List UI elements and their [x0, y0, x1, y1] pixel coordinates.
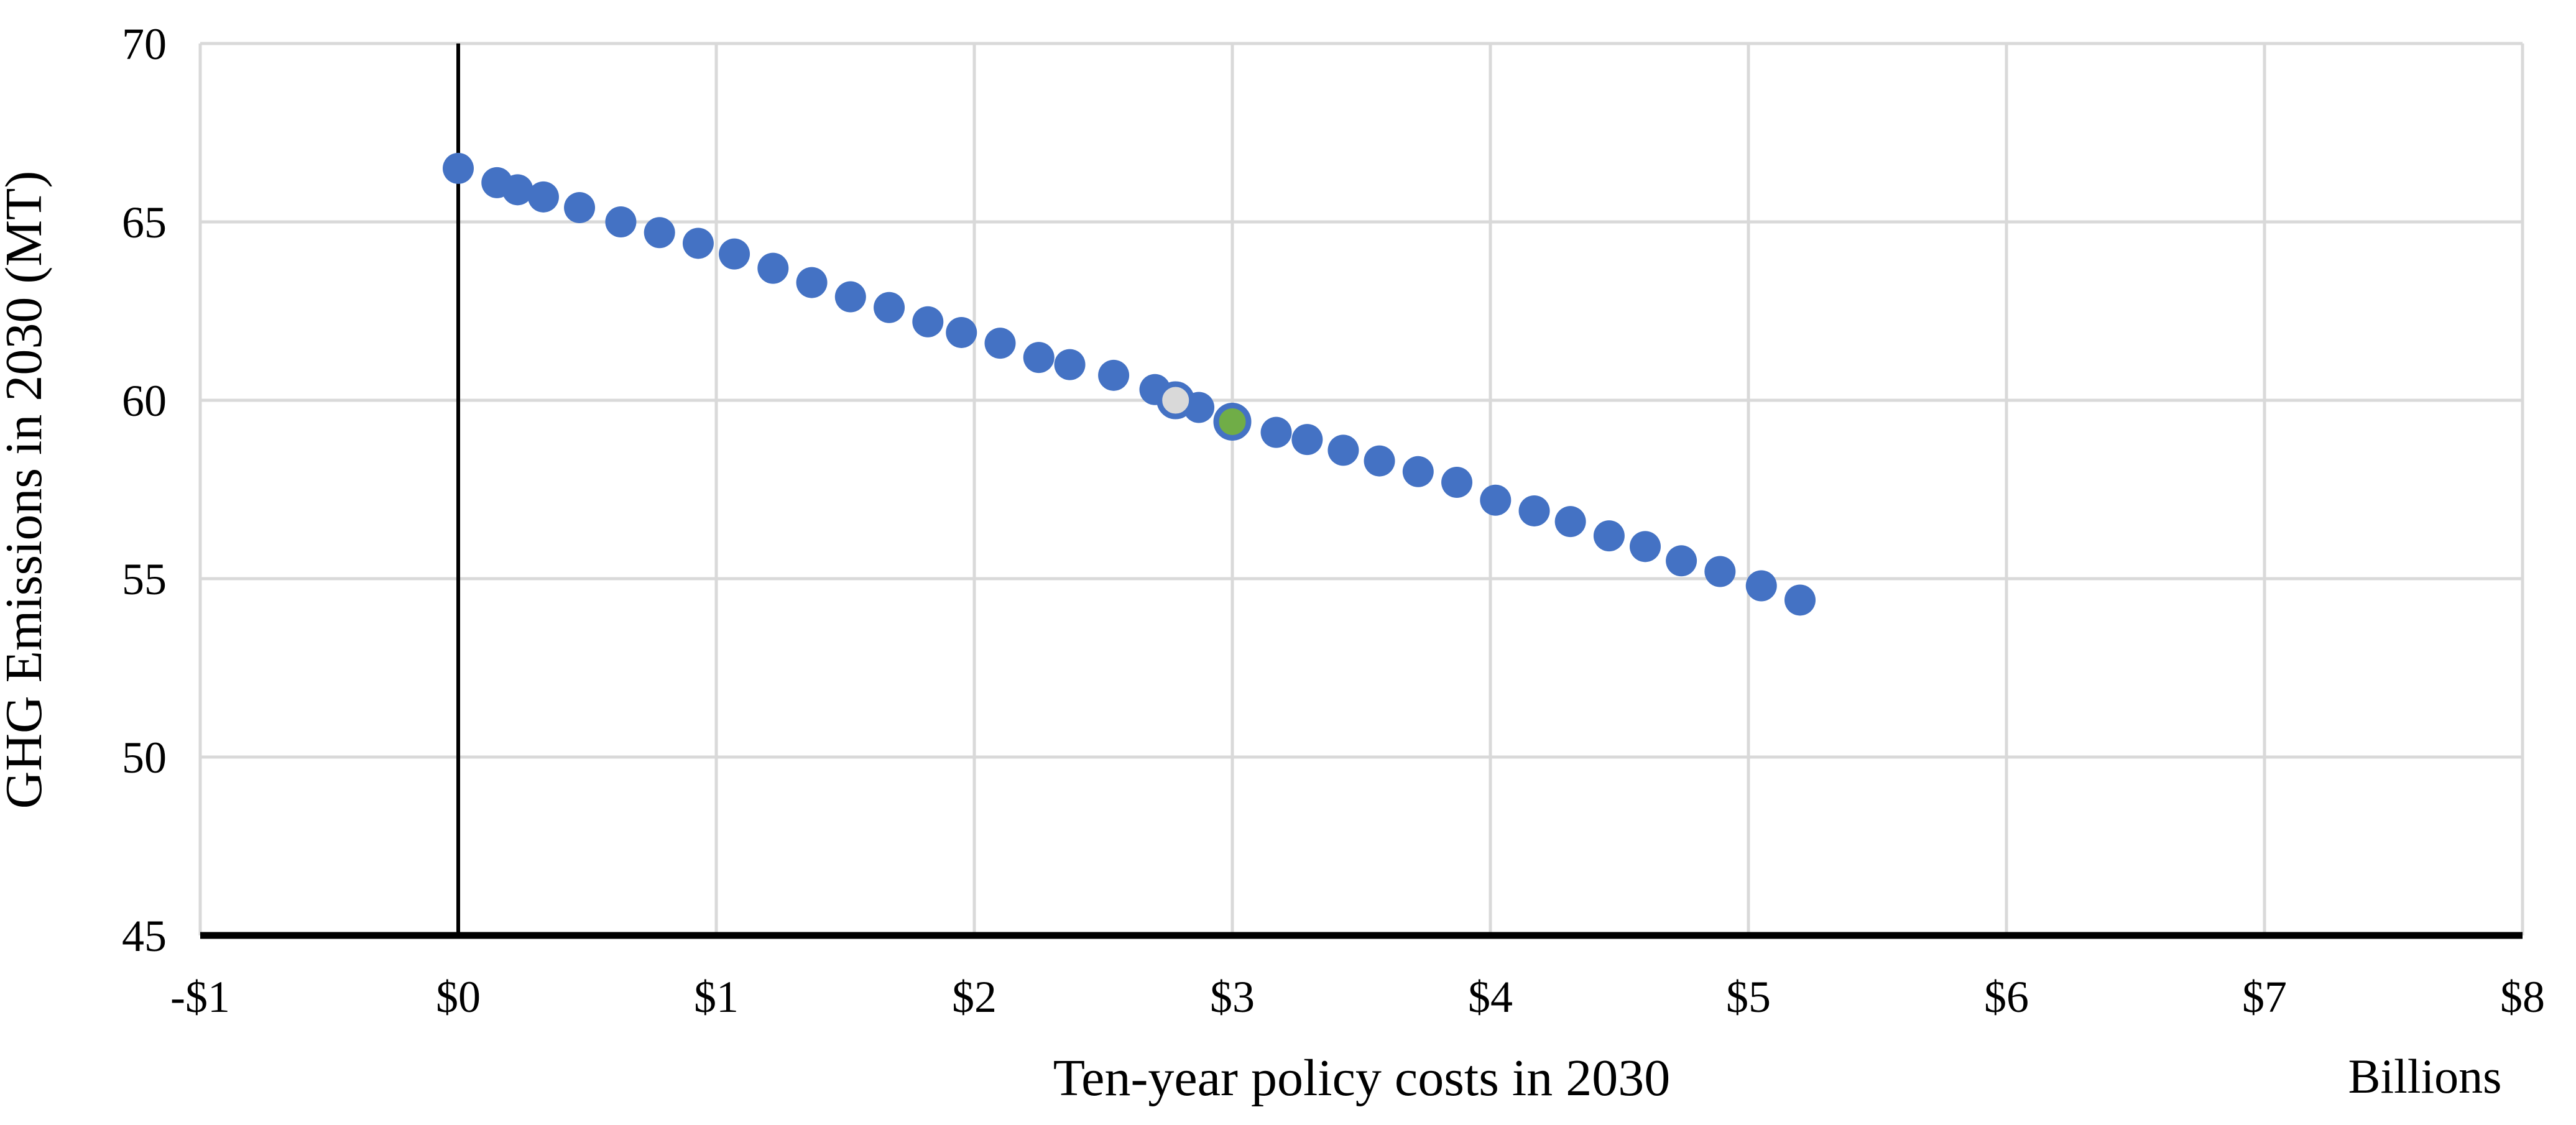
policy-scenario-points	[1402, 456, 1434, 487]
x-axis-unit-label: Billions	[2348, 1049, 2501, 1103]
policy-scenario-points	[1704, 556, 1736, 587]
policy-scenario-points	[796, 267, 828, 298]
y-axis-title: GHG Emissions in 2030 (MT)	[0, 171, 53, 809]
policy-scenario-points	[564, 192, 596, 224]
x-axis-title: Ten-year policy costs in 2030	[1053, 1049, 1671, 1107]
highlighted-point-gray	[1156, 381, 1195, 420]
x-tick-label: $5	[1726, 972, 1771, 1022]
gridlines	[198, 42, 2524, 937]
policy-scenario-points	[1441, 467, 1473, 498]
y-tick-label: 55	[122, 554, 167, 604]
policy-scenario-points	[912, 306, 944, 338]
policy-scenario-points	[1554, 506, 1586, 538]
policy-scenario-points	[443, 152, 474, 184]
policy-scenario-points	[1023, 342, 1055, 374]
policy-scenario-points	[1291, 424, 1323, 456]
policy-scenario-points	[1327, 434, 1359, 466]
y-tick-label: 50	[122, 733, 167, 783]
y-tick-label: 70	[122, 19, 167, 69]
policy-scenario-points	[527, 181, 559, 213]
policy-scenario-points	[1364, 445, 1395, 477]
policy-scenario-points	[1593, 520, 1625, 552]
policy-scenario-points	[1630, 531, 1661, 562]
policy-scenario-points	[946, 316, 977, 348]
x-tick-label: -$1	[170, 972, 230, 1022]
policy-scenario-points	[605, 206, 637, 237]
x-tick-label: $3	[1210, 972, 1255, 1022]
policy-scenario-points	[1098, 359, 1130, 391]
x-axis-tick-labels: -$1 $0 $1 $2 $3 $4 $5 $6 $7 $8	[170, 972, 2545, 1022]
x-tick-label: $2	[952, 972, 997, 1022]
policy-scenario-points	[644, 217, 675, 249]
policy-scenario-points	[1666, 545, 1697, 577]
y-axis-tick-labels: 70 65 60 55 50 45	[122, 19, 167, 961]
x-tick-label: $6	[1984, 972, 2029, 1022]
policy-scenario-points	[682, 227, 714, 259]
policy-scenario-points	[1784, 584, 1816, 616]
policy-scenario-points	[984, 328, 1016, 359]
policy-scenario-points	[874, 292, 905, 323]
policy-scenario-points	[1260, 416, 1292, 448]
y-tick-label: 65	[122, 198, 167, 247]
x-tick-label: $4	[1468, 972, 1513, 1022]
policy-scenario-points	[502, 174, 533, 206]
y-tick-label: 60	[122, 376, 167, 426]
y-tick-label: 45	[122, 911, 167, 961]
x-tick-label: $0	[436, 972, 481, 1022]
highlighted-point-green	[1213, 402, 1252, 441]
x-tick-label: $1	[694, 972, 739, 1022]
policy-scenario-points	[719, 238, 750, 270]
policy-scenario-points	[834, 281, 866, 313]
policy-scenario-points	[1745, 570, 1777, 602]
data-points	[443, 152, 1816, 616]
policy-scenario-points	[1518, 495, 1550, 526]
x-tick-label: $7	[2242, 972, 2287, 1022]
policy-scenario-points	[757, 252, 789, 284]
policy-scenario-points	[1480, 484, 1512, 516]
policy-scenario-points	[1054, 349, 1086, 380]
x-tick-label: $8	[2500, 972, 2545, 1022]
axes	[200, 44, 2523, 939]
